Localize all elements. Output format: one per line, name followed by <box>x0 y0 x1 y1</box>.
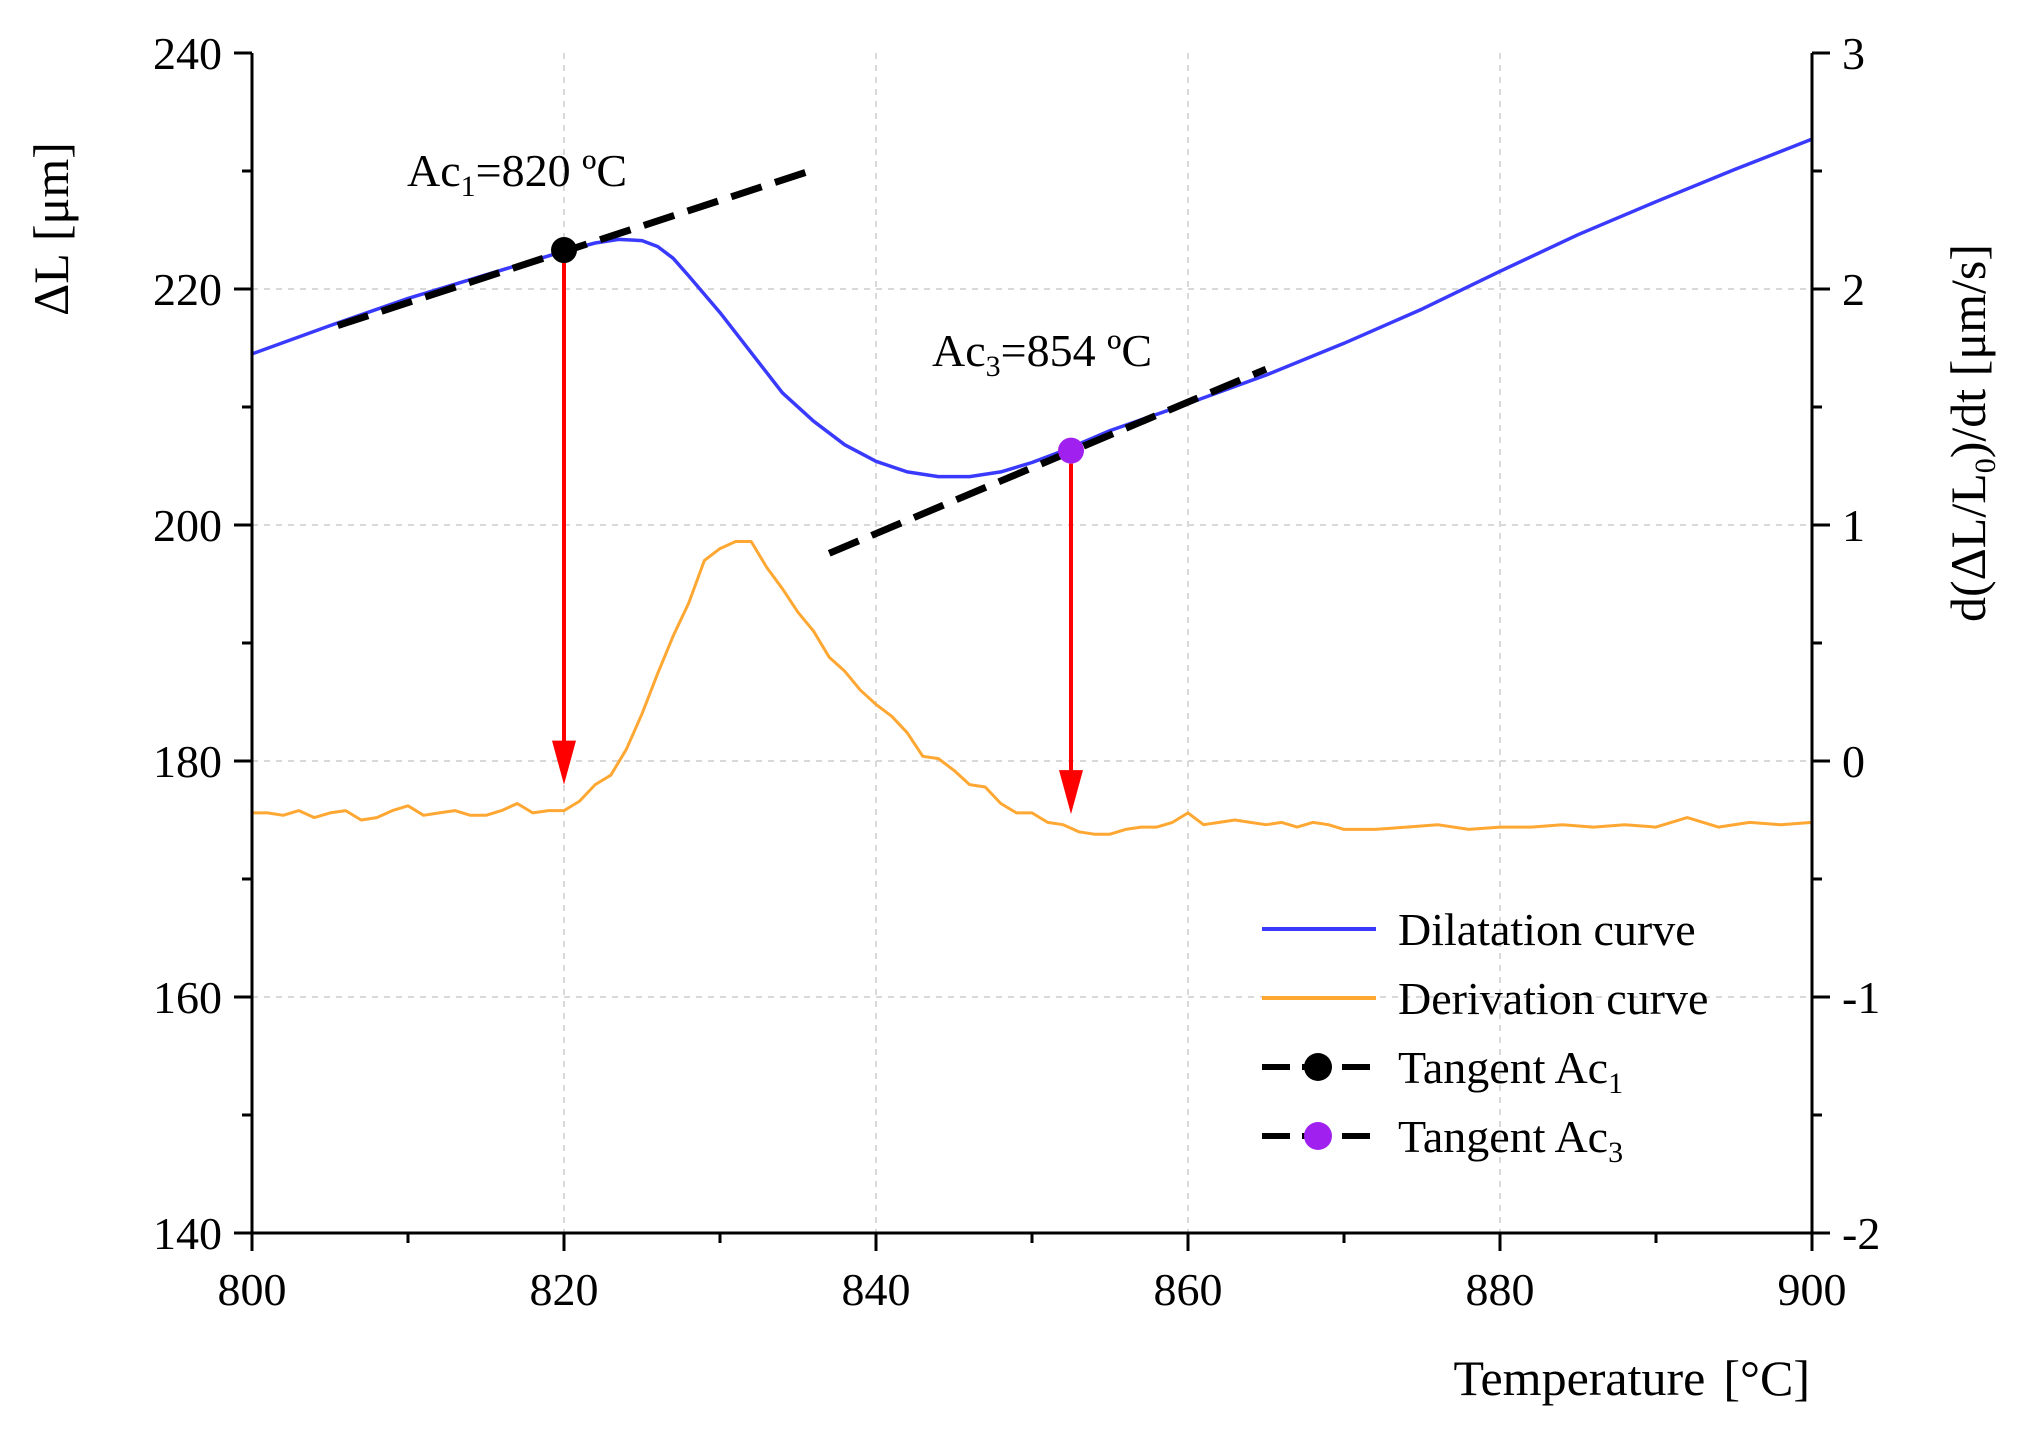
y-right-label-tail: )/dt [μm/s] <box>1940 244 1996 458</box>
x-axis-label: Temperature <box>1453 1350 1705 1406</box>
legend-label-dilatation: Dilatation curve <box>1398 904 1696 955</box>
legend-label-tangent-ac3-prefix: Tangent Ac <box>1398 1111 1608 1162</box>
y-left-tick-label: 220 <box>153 264 222 315</box>
legend-item-tangent-ac3: Tangent Ac3 <box>1262 1111 1623 1169</box>
annotation-ac1-prefix: Ac <box>407 145 461 196</box>
derivation-curve <box>252 540 1813 836</box>
legend-item-dilatation: Dilatation curve <box>1262 904 1696 955</box>
legend-label-tangent-ac1-sub: 1 <box>1608 1067 1623 1100</box>
arrowhead-2 <box>1059 770 1083 815</box>
x-tick-label: 860 <box>1154 1264 1223 1315</box>
tick-labels: 800 820 840 860 880 900 140 160 180 200 220 240 -2 -1… <box>153 28 1880 1315</box>
axes <box>234 51 1830 1251</box>
y-left-axis-title: ΔL [μm] <box>23 142 79 316</box>
y-left-tick-label: 140 <box>153 1208 222 1259</box>
y-left-unit: [μm] <box>23 142 79 241</box>
y-right-tick-label: 3 <box>1842 28 1865 79</box>
legend-label-derivation: Derivation curve <box>1398 973 1708 1024</box>
x-tick-label: 900 <box>1778 1264 1847 1315</box>
x-axis-title: Temperature [°C] <box>1453 1350 1810 1406</box>
y-right-tick-label: 1 <box>1842 500 1865 551</box>
annotation-ac1-suffix: =820 ºC <box>476 145 627 196</box>
y-left-tick-label: 160 <box>153 972 222 1023</box>
annotation-ac3-suffix: =854 ºC <box>1001 325 1152 376</box>
y-right-tick-label: 2 <box>1842 264 1865 315</box>
x-tick-label: 800 <box>218 1264 287 1315</box>
x-axis-unit: [°C] <box>1723 1350 1810 1406</box>
y-left-tick-label: 240 <box>153 28 222 79</box>
legend-label-tangent-ac3: Tangent Ac3 <box>1398 1111 1623 1169</box>
y-right-axis-title: d(ΔL/L0)/dt [μm/s] <box>1940 244 2002 622</box>
legend-label-tangent-ac1: Tangent Ac1 <box>1398 1042 1623 1100</box>
y-right-tick-label: -2 <box>1842 1208 1880 1259</box>
ac3-point-marker <box>1058 437 1084 464</box>
legend-item-tangent-ac1: Tangent Ac1 <box>1262 1042 1623 1100</box>
y-left-tick-label: 180 <box>153 736 222 787</box>
legend-label-tangent-ac1-prefix: Tangent Ac <box>1398 1042 1608 1093</box>
y-right-label-sub: 0 <box>1969 458 2002 473</box>
legend-marker-tangent-ac1 <box>1304 1053 1332 1081</box>
tangent-ac3-line <box>827 365 1268 557</box>
arrowhead-1 <box>552 740 576 785</box>
annotation-ac1-sub: 1 <box>461 170 476 203</box>
ac1-point-marker <box>551 237 577 264</box>
y-left-label: ΔL <box>23 253 79 316</box>
annotation-ac1: Ac1=820 ºC <box>407 145 627 203</box>
annotation-ac3-sub: 3 <box>986 350 1001 383</box>
legend-label-tangent-ac3-sub: 3 <box>1608 1136 1623 1169</box>
legend-item-derivation: Derivation curve <box>1262 973 1708 1024</box>
x-tick-label: 880 <box>1466 1264 1535 1315</box>
y-right-tick-label: 0 <box>1842 736 1865 787</box>
legend: Dilatation curve Derivation curve Tangen… <box>1262 904 1708 1169</box>
annotation-ac3-prefix: Ac <box>932 325 986 376</box>
grid <box>252 53 1812 1233</box>
y-left-tick-label: 200 <box>153 500 222 551</box>
x-tick-label: 820 <box>530 1264 599 1315</box>
annotation-ac3: Ac3=854 ºC <box>932 325 1152 383</box>
x-tick-label: 840 <box>842 1264 911 1315</box>
y-right-tick-label: -1 <box>1842 972 1880 1023</box>
series-layer <box>251 137 1813 836</box>
y-right-label-main: d(ΔL/L <box>1940 473 1996 622</box>
legend-marker-tangent-ac3 <box>1304 1122 1332 1150</box>
